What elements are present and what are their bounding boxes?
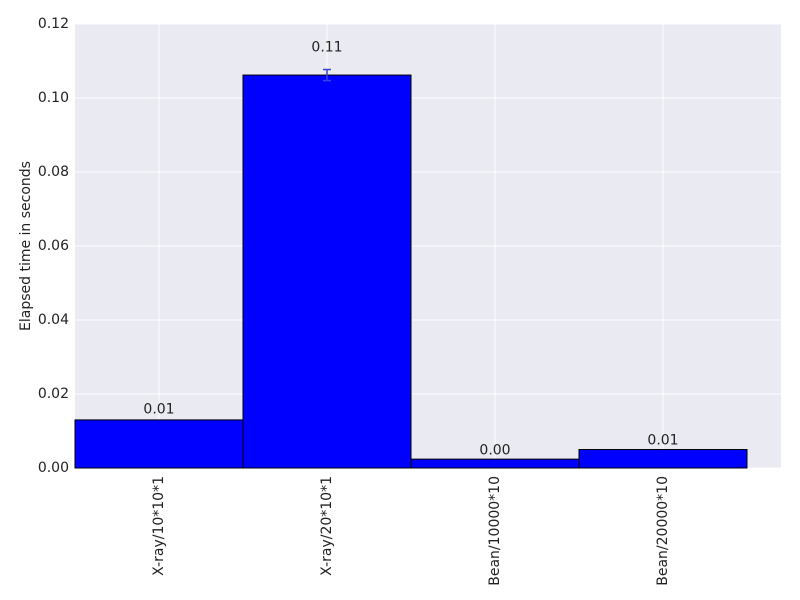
- y-tick-label: 0.08: [38, 164, 69, 180]
- y-tick-label: 0.00: [38, 460, 69, 476]
- bar: [410, 458, 580, 469]
- bar: [578, 449, 748, 469]
- value-label: 0.01: [143, 401, 174, 417]
- value-label: 0.11: [311, 39, 342, 55]
- x-tick-label: Bean/20000*10: [655, 476, 671, 586]
- y-tick-label: 0.06: [38, 238, 69, 254]
- bar: [74, 419, 244, 469]
- x-tick-label: X-ray/20*10*1: [319, 476, 335, 576]
- y-tick-label: 0.04: [38, 312, 69, 328]
- y-axis-label: Elapsed time in seconds: [18, 161, 34, 331]
- y-tick-label: 0.12: [38, 16, 69, 32]
- x-tick-label: X-ray/10*10*1: [151, 476, 167, 576]
- y-tick-label: 0.10: [38, 90, 69, 106]
- y-tick-label: 0.02: [38, 386, 69, 402]
- value-label: 0.01: [647, 433, 678, 449]
- value-label: 0.00: [479, 443, 510, 459]
- bar: [242, 74, 412, 469]
- x-tick-label: Bean/10000*10: [487, 476, 503, 586]
